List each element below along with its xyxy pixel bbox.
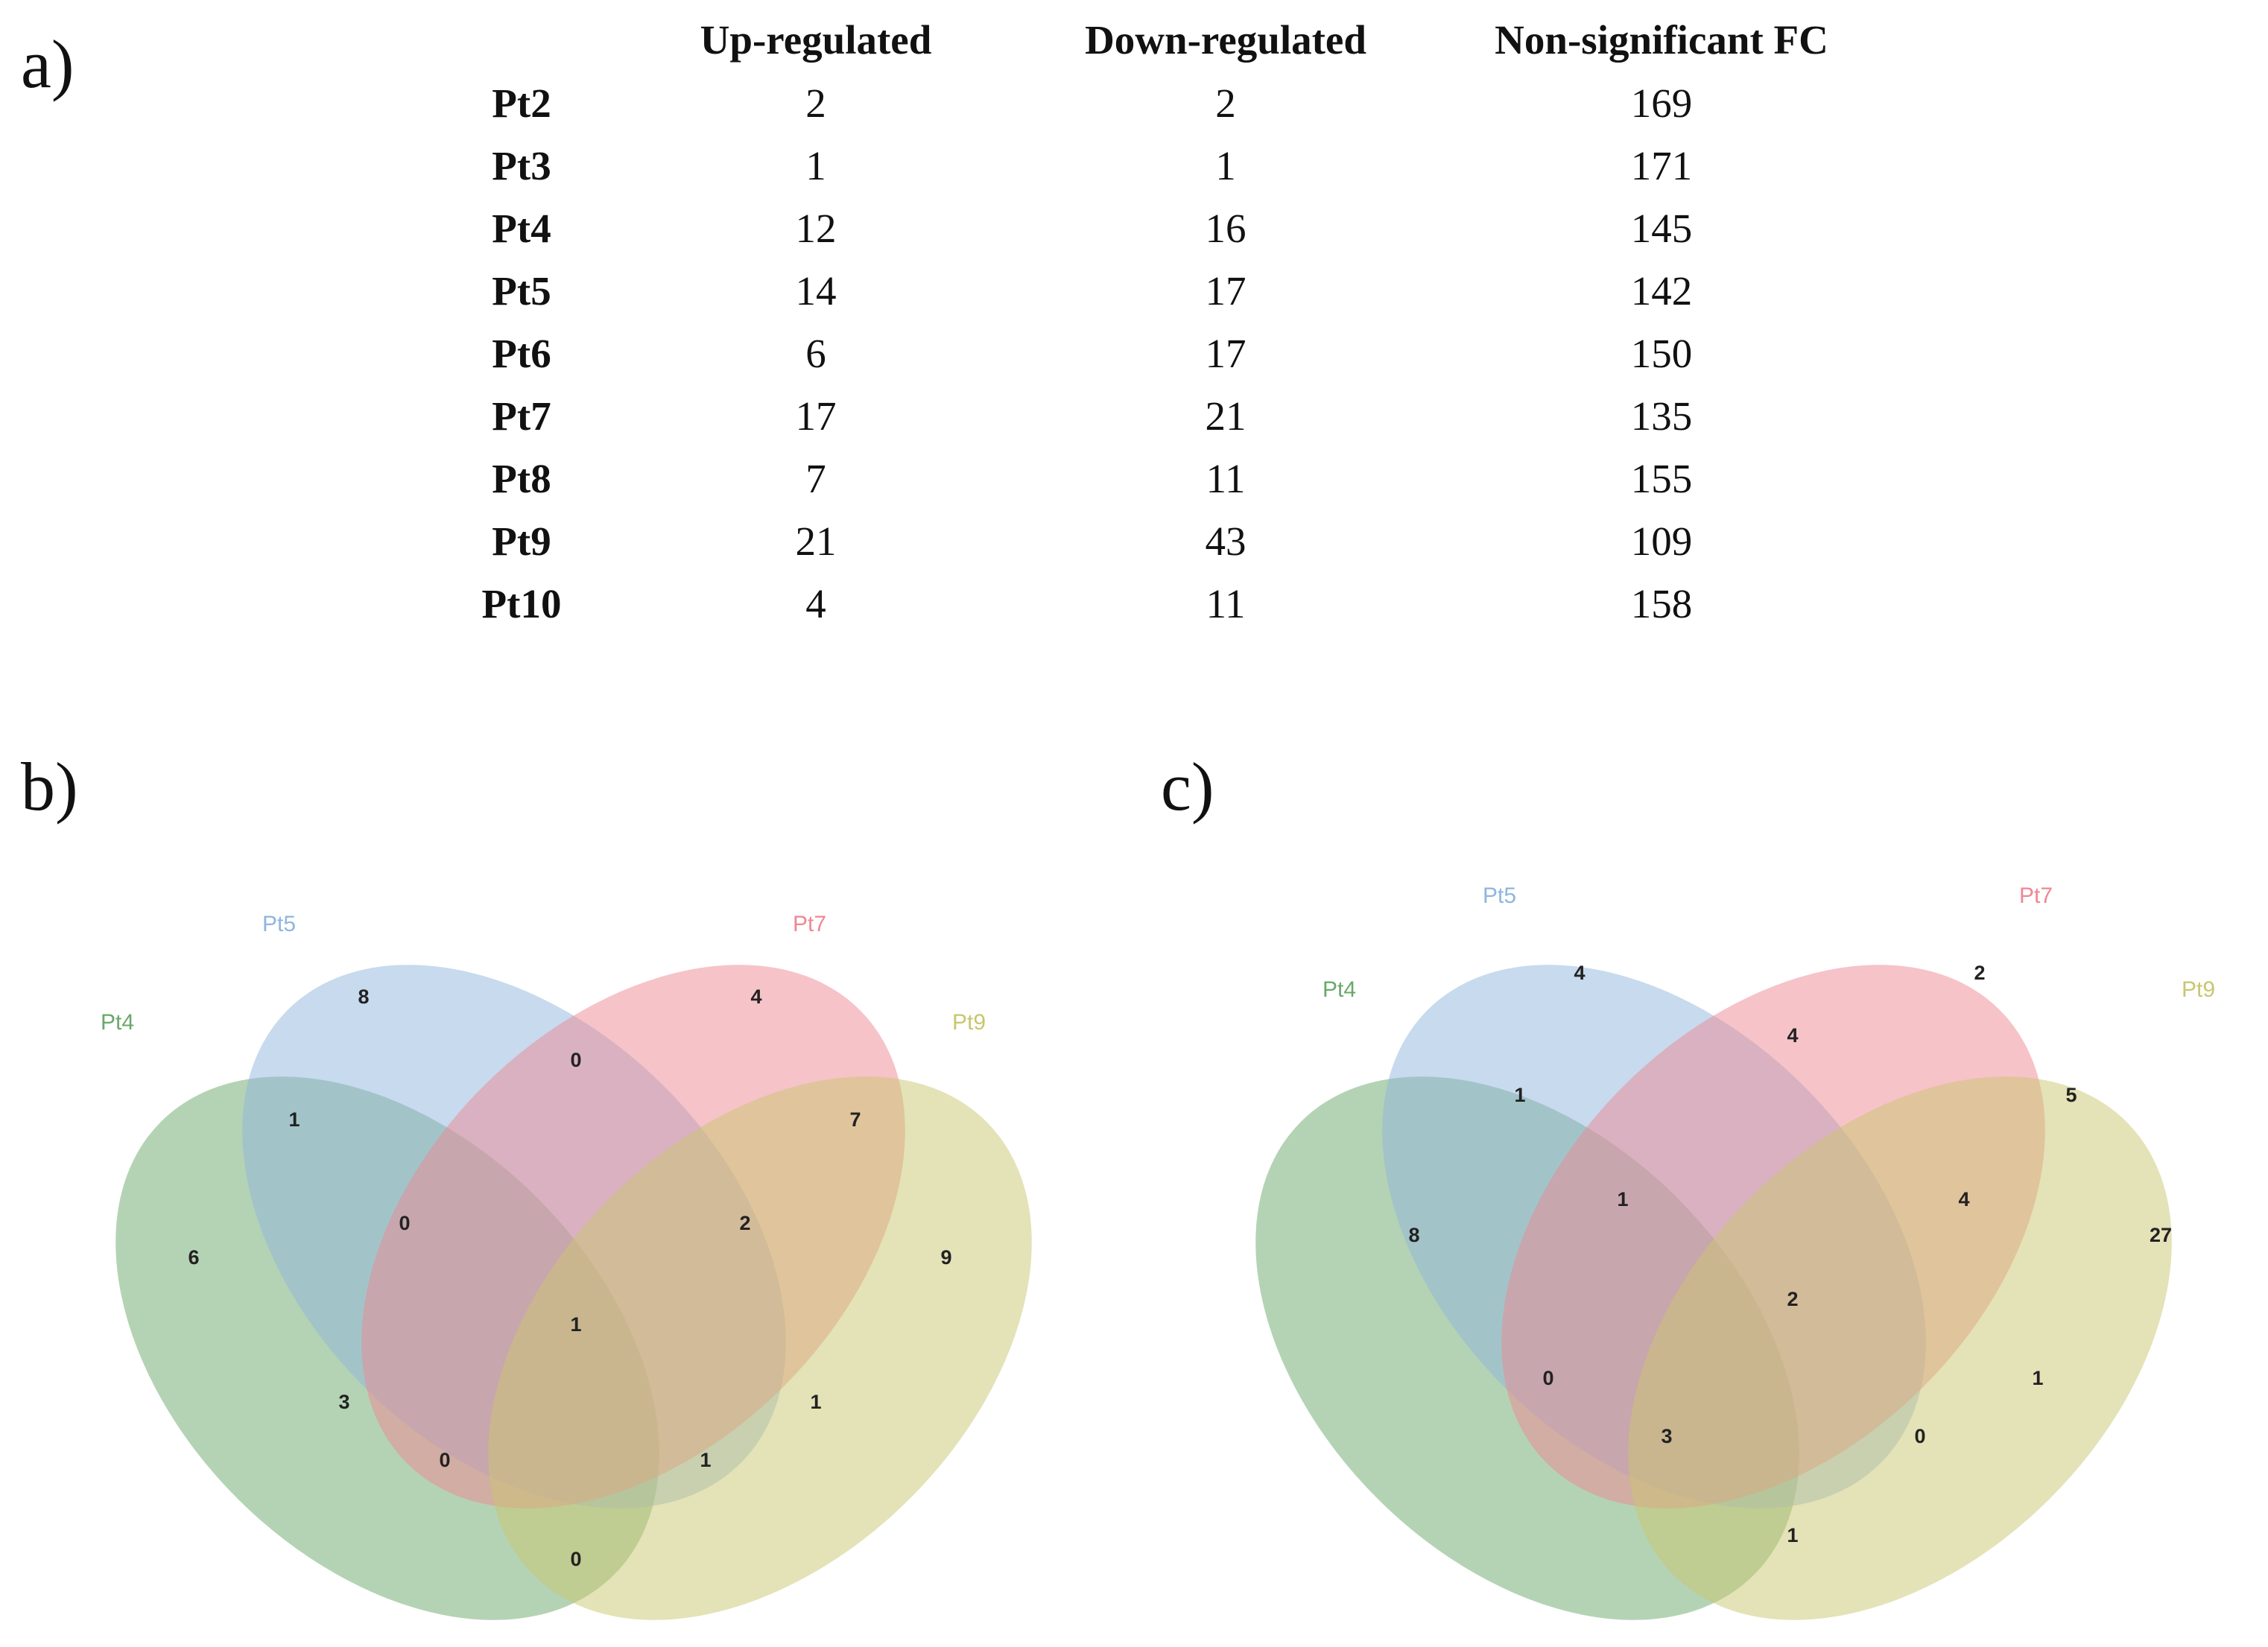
- row-up: 2: [805, 80, 826, 126]
- row-up: 21: [795, 518, 837, 564]
- venn-b-count-pt5-pt7: 0: [570, 1049, 581, 1071]
- row-nonsig: 155: [1630, 455, 1693, 501]
- table-header-row: Up-regulated Down-regulated Non-signific…: [425, 7, 1885, 72]
- table-header-up: Up-regulated: [700, 16, 932, 63]
- row-patient: Pt2: [492, 80, 551, 126]
- venn-c-count-pt4-pt7-pt9: 3: [1661, 1425, 1672, 1447]
- venn-b-count-pt4-pt5: 1: [288, 1108, 300, 1131]
- venn-c-count-pt4-pt5-pt7: 1: [1617, 1188, 1628, 1210]
- venn-c-count-pt5-pt7: 4: [1787, 1024, 1798, 1047]
- table-header-nonsig: Non-significant FC: [1495, 16, 1828, 63]
- row-patient: Pt8: [492, 455, 551, 501]
- table-row: Pt9 21 43 109: [425, 510, 1885, 572]
- venn-b-count-pt4-pt7-pt9: 0: [439, 1449, 450, 1471]
- venn-c-label-pt4: Pt4: [1323, 977, 1356, 1002]
- venn-diagram-c: Pt4 Pt5 Pt7 Pt9 8 4 2 27 1 4 5 0 1 4 2 1…: [1255, 883, 2215, 1620]
- row-patient: Pt3: [492, 142, 551, 188]
- row-nonsig: 158: [1630, 580, 1693, 626]
- venn-c-count-pt4-pt9: 1: [1787, 1524, 1798, 1546]
- row-up: 12: [795, 205, 837, 251]
- row-down: 21: [1205, 393, 1247, 439]
- venn-b-count-pt7: 4: [750, 986, 761, 1008]
- row-down: 43: [1205, 518, 1247, 564]
- row-up: 4: [805, 580, 826, 626]
- venn-b-count-pt9: 9: [940, 1246, 951, 1269]
- venn-b-label-pt5: Pt5: [262, 912, 296, 936]
- row-nonsig: 171: [1630, 142, 1693, 188]
- row-down: 11: [1206, 455, 1246, 501]
- venn-b-label-pt4: Pt4: [101, 1010, 134, 1035]
- venn-c-count-pt4-pt7: 0: [1542, 1367, 1553, 1389]
- venn-c-count-pt4-pt5: 1: [1514, 1084, 1525, 1106]
- row-patient: Pt10: [481, 580, 562, 626]
- venn-c-count-pt7-pt9: 5: [2065, 1084, 2077, 1106]
- venn-b-label-pt7: Pt7: [793, 912, 826, 936]
- table-row: Pt10 4 11 158: [425, 572, 1885, 635]
- row-down: 2: [1215, 80, 1236, 126]
- table-header-blank: [425, 7, 618, 72]
- row-up: 6: [805, 330, 826, 376]
- venn-c-count-pt5-pt9: 1: [2032, 1367, 2043, 1389]
- row-up: 17: [795, 393, 837, 439]
- venn-c-count-pt4: 8: [1408, 1224, 1419, 1246]
- row-up: 14: [795, 267, 837, 314]
- venn-c-count-pt9: 27: [2150, 1224, 2172, 1246]
- venn-b-ellipse-pt9: [488, 1076, 1032, 1620]
- venn-b-count-pt5-pt7-pt9: 2: [739, 1212, 750, 1234]
- row-nonsig: 142: [1630, 267, 1693, 314]
- venn-b-count-pt5: 8: [358, 986, 369, 1008]
- row-down: 11: [1206, 580, 1246, 626]
- venn-b-count-pt7-pt9: 7: [849, 1108, 861, 1131]
- row-nonsig: 150: [1630, 330, 1693, 376]
- table-header-down: Down-regulated: [1085, 16, 1366, 63]
- table-row: Pt2 2 2 169: [425, 72, 1885, 134]
- venn-c-label-pt9: Pt9: [2182, 977, 2215, 1002]
- row-patient: Pt7: [492, 393, 551, 439]
- venn-c-count-pt5-pt7-pt9: 4: [1958, 1188, 1969, 1210]
- regulation-table: Up-regulated Down-regulated Non-signific…: [425, 7, 1885, 635]
- venn-c-count-pt4-pt5-pt9: 0: [1914, 1425, 1925, 1447]
- panel-label-a: a): [21, 26, 75, 102]
- table-row: Pt6 6 17 150: [425, 322, 1885, 384]
- row-nonsig: 145: [1630, 205, 1693, 251]
- row-patient: Pt5: [492, 267, 551, 314]
- row-down: 1: [1215, 142, 1236, 188]
- row-patient: Pt9: [492, 518, 551, 564]
- venn-b-count-pt4-pt9: 0: [570, 1548, 581, 1570]
- row-patient: Pt4: [492, 205, 551, 251]
- venn-b-count-pt5-pt9: 1: [810, 1391, 821, 1413]
- panel-label-b: b): [21, 749, 78, 825]
- table-row: Pt7 17 21 135: [425, 384, 1885, 447]
- venn-b-count-all: 1: [570, 1313, 581, 1336]
- row-up: 1: [805, 142, 826, 188]
- table-row: Pt3 1 1 171: [425, 134, 1885, 197]
- venn-b-count-pt4: 6: [188, 1246, 199, 1269]
- panel-label-c: c): [1161, 749, 1214, 825]
- row-up: 7: [805, 455, 826, 501]
- venn-b-count-pt4-pt5-pt7: 0: [399, 1212, 410, 1234]
- table-row: Pt4 12 16 145: [425, 197, 1885, 259]
- table-row: Pt8 7 11 155: [425, 447, 1885, 510]
- row-nonsig: 109: [1630, 518, 1693, 564]
- row-nonsig: 169: [1630, 80, 1693, 126]
- row-patient: Pt6: [492, 330, 551, 376]
- venn-b-count-pt4-pt7: 3: [338, 1391, 349, 1413]
- venn-diagram-b: Pt4 Pt5 Pt7 Pt9 6 8 4 9 1 0 7 3 0 2 1 1 …: [101, 912, 1032, 1620]
- venn-c-label-pt5: Pt5: [1483, 883, 1516, 908]
- row-down: 17: [1205, 267, 1247, 314]
- venn-c-count-all: 2: [1787, 1288, 1798, 1310]
- venn-b-count-pt4-pt5-pt9: 1: [700, 1449, 711, 1471]
- row-down: 16: [1205, 205, 1247, 251]
- venn-b-label-pt9: Pt9: [952, 1010, 986, 1035]
- row-down: 17: [1205, 330, 1247, 376]
- row-nonsig: 135: [1630, 393, 1693, 439]
- venn-c-count-pt7: 2: [1974, 962, 1985, 984]
- venn-c-ellipse-pt9: [1628, 1076, 2172, 1620]
- table-row: Pt5 14 17 142: [425, 259, 1885, 322]
- venn-c-label-pt7: Pt7: [2019, 883, 2053, 908]
- venn-c-count-pt5: 4: [1574, 962, 1585, 984]
